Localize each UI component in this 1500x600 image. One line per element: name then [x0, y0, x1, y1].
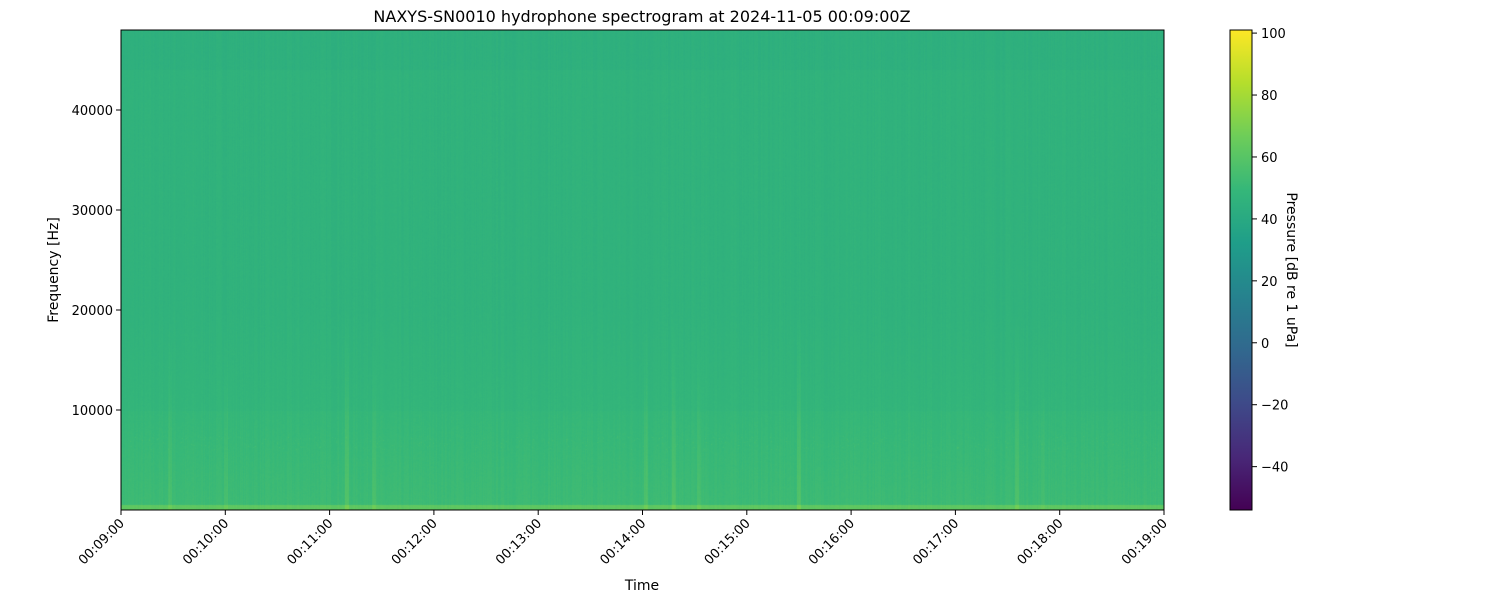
chart-title: NAXYS-SN0010 hydrophone spectrogram at 2… [373, 7, 910, 26]
y-tick-label: 30000 [72, 204, 113, 219]
x-tick-label: 00:16:00 [806, 516, 858, 568]
colorbar-tick-label: −40 [1261, 461, 1288, 476]
y-tick-label: 40000 [72, 104, 113, 119]
x-tick-label: 00:12:00 [389, 516, 441, 568]
colorbar-tick-label: 0 [1261, 337, 1269, 352]
x-axis-label: Time [624, 578, 659, 594]
colorbar-label: Pressure [dB re 1 uPa] [1283, 192, 1299, 347]
colorbar-tick-label: 40 [1261, 213, 1278, 228]
x-axis: 00:09:00 00:10:00 00:11:00 00:12:00 00:13:00… [76, 510, 1171, 568]
colorbar-tick-label: 100 [1261, 27, 1286, 42]
x-tick-label: 00:15:00 [702, 516, 754, 568]
x-tick-label: 00:13:00 [493, 516, 545, 568]
plot-frame [120, 29, 1165, 511]
x-tick-label: 00:10:00 [180, 516, 232, 568]
colorbar-axis: −40 −20 0 20 40 60 80 100 [1252, 27, 1288, 476]
colorbar-tick-label: 60 [1261, 151, 1278, 166]
x-tick-label: 00:19:00 [1119, 516, 1171, 568]
y-tick-label: 10000 [72, 404, 113, 419]
colorbar [1229, 29, 1253, 511]
x-tick-label: 00:18:00 [1015, 516, 1067, 568]
x-tick-label: 00:17:00 [910, 516, 962, 568]
y-axis-label: Frequency [Hz] [46, 217, 62, 323]
colorbar-tick-label: 80 [1261, 89, 1278, 104]
y-tick-label: 20000 [72, 304, 113, 319]
x-tick-label: 00:11:00 [285, 516, 337, 568]
x-tick-label: 00:09:00 [76, 516, 128, 568]
spectrogram-heatmap [121, 30, 1164, 510]
y-axis: 10000 20000 30000 40000 [72, 104, 121, 419]
colorbar-tick-label: 20 [1261, 275, 1278, 290]
x-tick-label: 00:14:00 [597, 516, 649, 568]
colorbar-tick-label: −20 [1261, 399, 1288, 414]
